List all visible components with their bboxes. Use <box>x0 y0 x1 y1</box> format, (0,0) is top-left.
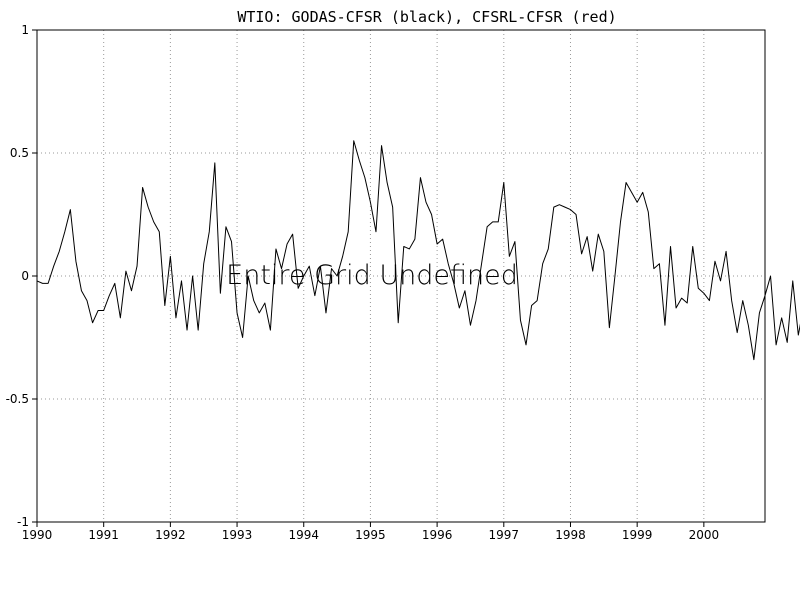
x-tick-label: 1993 <box>222 528 253 542</box>
x-tick-label: 1999 <box>622 528 653 542</box>
y-tick-label: 0.5 <box>10 146 29 160</box>
x-tick-label: 2000 <box>689 528 720 542</box>
x-tick-label: 1994 <box>288 528 319 542</box>
x-tick-label: 1992 <box>155 528 186 542</box>
chart-title: WTIO: GODAS-CFSR (black), CFSRL-CFSR (re… <box>237 8 616 26</box>
series-line <box>36 140 800 361</box>
axis-tick-labels: 1990 1991 1992 1993 1994 1995 1996 1997 1998 1999… <box>6 23 720 542</box>
gridlines <box>37 30 765 522</box>
y-tick-label: -1 <box>17 515 29 529</box>
y-tick-label: 1 <box>21 23 29 37</box>
undefined-grid-annotation: Entire Grid Undefined <box>226 260 518 291</box>
x-tick-label: 1995 <box>355 528 386 542</box>
x-tick-label: 1990 <box>22 528 53 542</box>
y-tick-label: -0.5 <box>6 392 29 406</box>
x-tick-label: 1998 <box>555 528 586 542</box>
x-tick-label: 1991 <box>88 528 119 542</box>
axis-ticks <box>32 29 705 527</box>
y-tick-label: 0 <box>21 269 29 283</box>
series-layer <box>36 140 800 361</box>
x-tick-label: 1997 <box>489 528 520 542</box>
x-tick-label: 1996 <box>422 528 453 542</box>
